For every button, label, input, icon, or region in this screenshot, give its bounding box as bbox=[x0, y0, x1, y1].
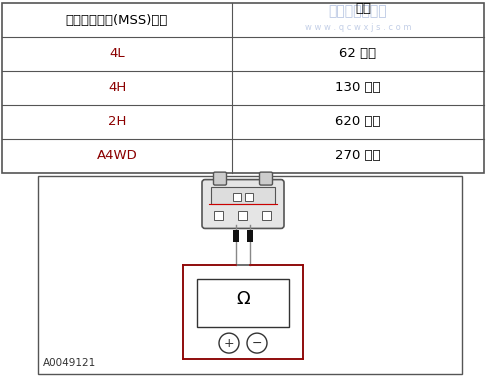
Text: 4H: 4H bbox=[108, 81, 126, 94]
Bar bbox=[247, 230, 253, 242]
Text: 模式选择开关(MSS)位置: 模式选择开关(MSS)位置 bbox=[66, 14, 168, 26]
Bar bbox=[211, 187, 275, 204]
Circle shape bbox=[247, 333, 267, 353]
Text: w w w . q c w x j s . c o m: w w w . q c w x j s . c o m bbox=[305, 23, 411, 32]
Text: Ω: Ω bbox=[236, 290, 250, 308]
Text: −: − bbox=[252, 337, 262, 349]
Bar bbox=[183, 265, 303, 359]
Text: 62 欧姆: 62 欧姆 bbox=[339, 48, 377, 60]
Bar bbox=[214, 211, 223, 221]
Text: 电阻: 电阻 bbox=[355, 2, 371, 15]
FancyBboxPatch shape bbox=[260, 172, 273, 185]
Bar bbox=[238, 211, 247, 221]
Text: 130 欧姆: 130 欧姆 bbox=[335, 81, 381, 94]
Text: A4WD: A4WD bbox=[97, 149, 138, 162]
FancyBboxPatch shape bbox=[202, 179, 284, 228]
Bar bbox=[233, 230, 239, 242]
Text: +: + bbox=[224, 337, 234, 349]
Bar bbox=[233, 193, 241, 201]
Text: A0049121: A0049121 bbox=[43, 358, 96, 368]
Text: 2H: 2H bbox=[108, 115, 126, 128]
Text: 4L: 4L bbox=[109, 48, 125, 60]
Text: 620 欧姆: 620 欧姆 bbox=[335, 115, 381, 128]
Bar bbox=[245, 193, 253, 201]
Bar bbox=[262, 211, 271, 221]
Text: 汽车维修技术网: 汽车维修技术网 bbox=[329, 4, 387, 18]
Bar bbox=[38, 176, 462, 374]
Circle shape bbox=[219, 333, 239, 353]
FancyBboxPatch shape bbox=[213, 172, 226, 185]
Bar bbox=[2, 3, 484, 173]
Text: 270 欧姆: 270 欧姆 bbox=[335, 149, 381, 162]
Bar bbox=[197, 279, 289, 327]
